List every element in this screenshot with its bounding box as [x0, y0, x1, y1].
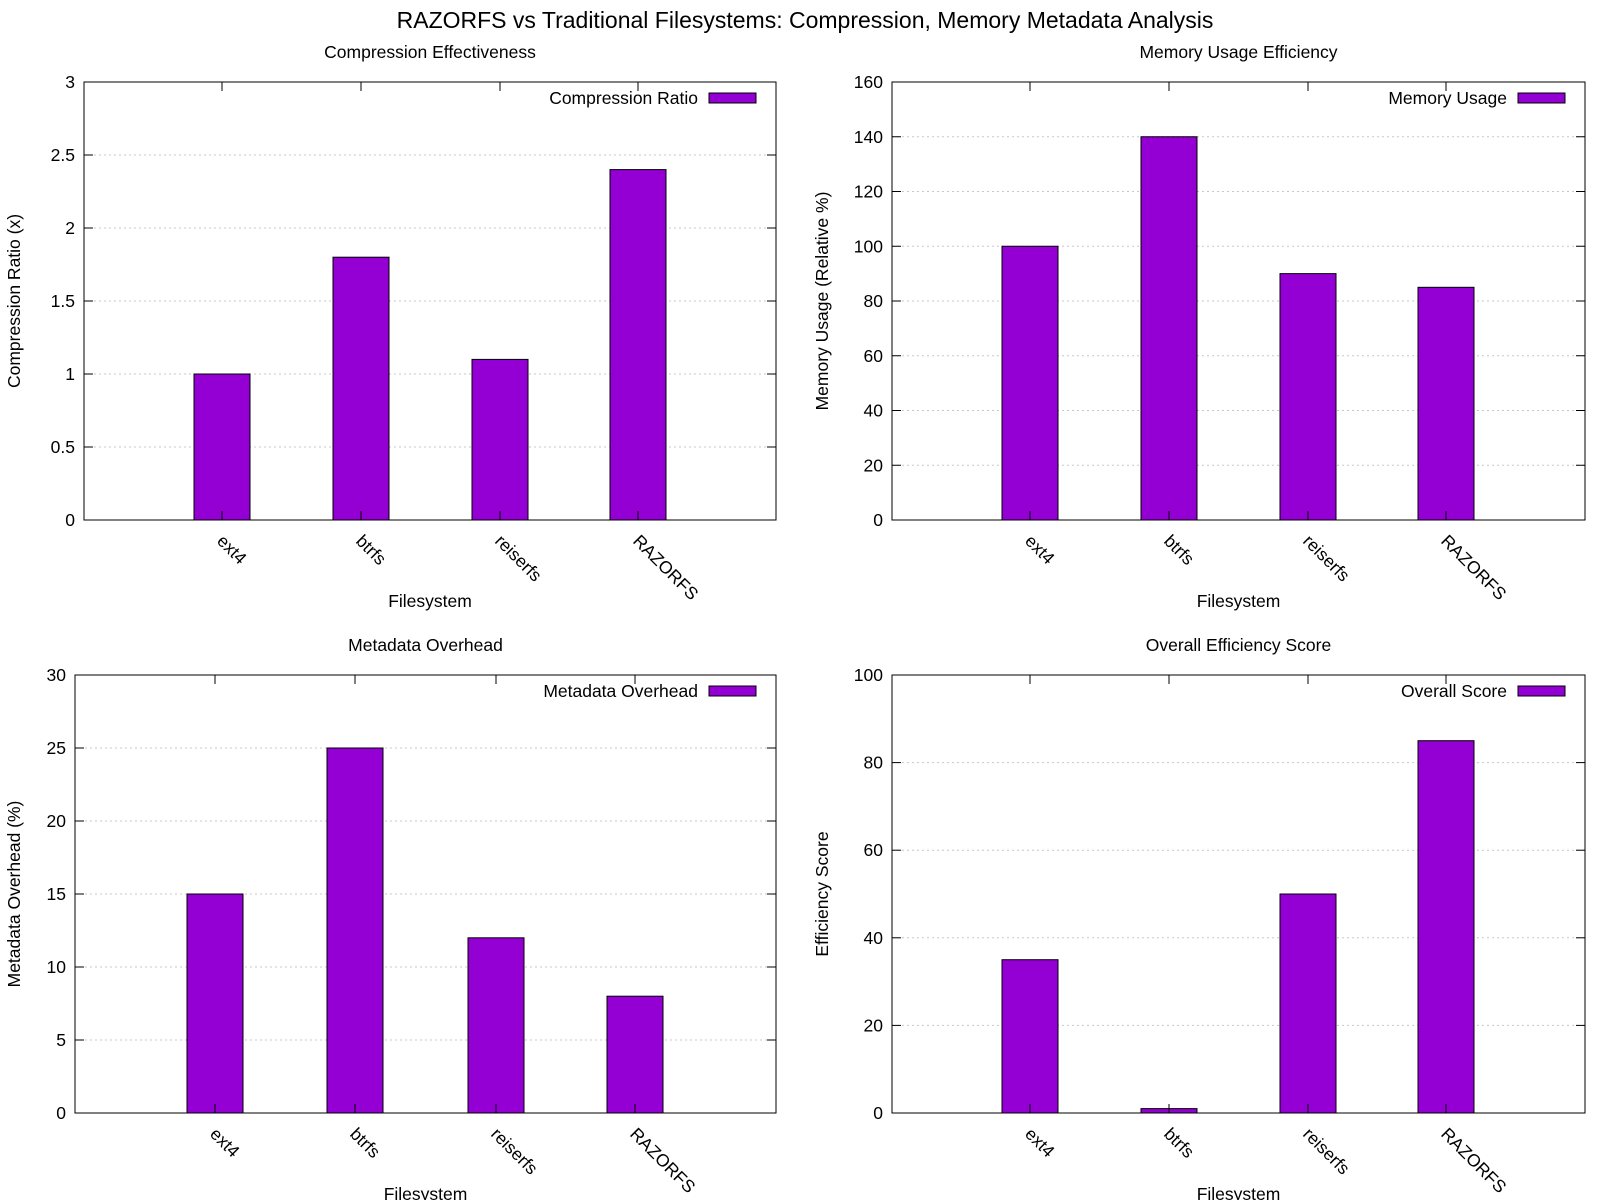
- x-tick-label: reiserfs: [487, 1124, 542, 1179]
- y-tick-label: 2.5: [51, 145, 75, 165]
- y-tick-label: 30: [47, 665, 67, 685]
- x-tick-label: RAZORFS: [1437, 531, 1510, 604]
- x-tick-label: ext4: [206, 1124, 244, 1162]
- bar-reiserfs: [471, 358, 529, 521]
- x-tick-label: reiserfs: [1299, 1124, 1354, 1179]
- y-tick-label: 1.5: [51, 291, 75, 311]
- x-axis-label: Filesystem: [1197, 1184, 1281, 1200]
- figure-title: RAZORFS vs Traditional Filesystems: Comp…: [397, 7, 1214, 33]
- x-tick-label: reiserfs: [1299, 531, 1354, 586]
- y-tick-label: 20: [47, 811, 67, 831]
- plot-frame: [74, 674, 777, 1114]
- y-tick-label: 2: [65, 218, 75, 238]
- y-tick-label: 5: [56, 1030, 66, 1050]
- bar-ext4: [1001, 959, 1059, 1114]
- panel-1: 0 0.5 1 1.5 2 2.5 3 ext4 btrfs reiserfs RAZORFS Com…: [4, 42, 777, 611]
- y-axis-label: Metadata Overhead (%): [4, 801, 24, 988]
- y-tick-label: 10: [47, 957, 67, 977]
- y-tick-label: 20: [864, 1015, 884, 1035]
- chart-panels: 0 0.5 1 1.5 2 2.5 3 ext4 btrfs reiserfs RAZORFS Com…: [4, 42, 1586, 1200]
- y-axis-label: Efficiency Score: [812, 831, 832, 956]
- bar-RAZORFS: [609, 169, 667, 521]
- panel-3: 0 5 10 15 20 25 30 ext4 btrfs reiserfs RAZORFS Meta…: [4, 635, 777, 1200]
- bar-RAZORFS: [1417, 740, 1475, 1114]
- y-tick-label: 3: [65, 72, 75, 92]
- x-tick-label: btrfs: [1160, 1124, 1198, 1162]
- y-tick-label: 15: [47, 884, 66, 904]
- plot-frame: [83, 81, 777, 521]
- y-tick-label: 0: [873, 510, 883, 530]
- y-axis-label: Compression Ratio (x): [4, 214, 24, 388]
- y-tick-label: 20: [864, 455, 884, 475]
- x-tick-label: ext4: [213, 531, 251, 569]
- y-tick-label: 160: [854, 72, 883, 92]
- y-tick-label: 1: [65, 364, 75, 384]
- legend-label: Compression Ratio: [549, 88, 698, 108]
- x-axis-label: Filesystem: [1197, 591, 1281, 611]
- bar-reiserfs: [1279, 273, 1337, 521]
- x-tick-label: ext4: [1021, 1124, 1059, 1162]
- y-tick-label: 0: [56, 1103, 66, 1123]
- y-tick-label: 60: [864, 840, 884, 860]
- bar-btrfs: [326, 747, 384, 1114]
- bar-RAZORFS: [606, 995, 664, 1114]
- y-tick-label: 80: [864, 753, 884, 773]
- x-tick-label: RAZORFS: [629, 531, 702, 604]
- y-tick-label: 0: [65, 510, 75, 530]
- legend-swatch: [1517, 92, 1566, 104]
- bar-ext4: [193, 373, 251, 521]
- x-tick-label: btrfs: [352, 531, 390, 569]
- y-tick-label: 100: [854, 236, 883, 256]
- y-axis-label: Memory Usage (Relative %): [812, 192, 832, 411]
- x-tick-label: ext4: [1021, 531, 1059, 569]
- bar-reiserfs: [1279, 893, 1337, 1114]
- bar-RAZORFS: [1417, 286, 1475, 521]
- x-axis-label: Filesystem: [388, 591, 472, 611]
- legend-swatch: [708, 685, 757, 697]
- bar-ext4: [186, 893, 244, 1114]
- plot-frame: [891, 674, 1586, 1114]
- y-tick-label: 40: [864, 401, 884, 421]
- x-tick-label: RAZORFS: [1437, 1124, 1510, 1197]
- plot-frame: [891, 81, 1586, 521]
- y-tick-label: 80: [864, 291, 884, 311]
- y-tick-label: 40: [864, 928, 884, 948]
- bar-reiserfs: [467, 937, 525, 1114]
- y-tick-label: 60: [864, 346, 884, 366]
- y-tick-label: 120: [854, 182, 883, 202]
- y-tick-label: 0.5: [51, 437, 75, 457]
- bar-ext4: [1001, 245, 1059, 521]
- x-tick-label: btrfs: [346, 1124, 384, 1162]
- y-tick-label: 0: [873, 1103, 883, 1123]
- panel-4: 0 20 40 60 80 100 ext4 btrfs reiserfs RAZORFS Over…: [812, 635, 1586, 1200]
- y-tick-label: 25: [47, 738, 66, 758]
- legend-swatch: [708, 92, 757, 104]
- legend-label: Metadata Overhead: [543, 681, 698, 701]
- x-axis-label: Filesystem: [384, 1184, 468, 1200]
- x-tick-label: btrfs: [1160, 531, 1198, 569]
- panel-title: Memory Usage Efficiency: [1139, 42, 1337, 62]
- legend-label: Overall Score: [1401, 681, 1507, 701]
- x-tick-label: RAZORFS: [626, 1124, 699, 1197]
- bar-btrfs: [1140, 136, 1198, 521]
- x-tick-label: reiserfs: [491, 531, 546, 586]
- panel-title: Compression Effectiveness: [324, 42, 536, 62]
- y-tick-label: 140: [854, 127, 883, 147]
- panel-title: Metadata Overhead: [348, 635, 503, 655]
- panel-2: 0 20 40 60 80 100 120 140 160 ext4 btrfs reiserfs RA…: [812, 42, 1586, 611]
- legend-swatch: [1517, 685, 1566, 697]
- y-tick-label: 100: [854, 665, 883, 685]
- legend-label: Memory Usage: [1388, 88, 1507, 108]
- panel-title: Overall Efficiency Score: [1146, 635, 1331, 655]
- bar-btrfs: [332, 256, 390, 521]
